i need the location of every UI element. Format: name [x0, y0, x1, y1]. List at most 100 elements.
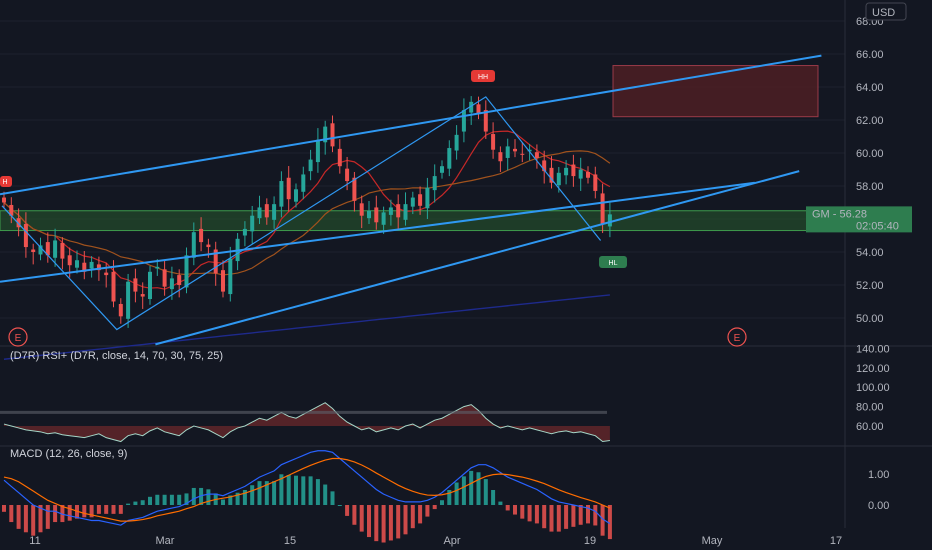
candle-body[interactable] [140, 294, 145, 297]
candle-body[interactable] [527, 149, 532, 152]
candle-body[interactable] [242, 228, 247, 236]
candle-body[interactable] [367, 210, 371, 219]
candle-body[interactable] [593, 174, 598, 191]
candle-body[interactable] [352, 177, 357, 201]
macd-histogram-bar [23, 505, 28, 533]
candle-body[interactable] [520, 153, 525, 155]
candle-body[interactable] [23, 223, 28, 248]
candle-body[interactable] [38, 245, 43, 255]
candle-body[interactable] [542, 160, 547, 172]
zigzag-line[interactable] [1, 96, 602, 331]
candle-body[interactable] [571, 164, 576, 177]
candle-body[interactable] [447, 148, 452, 169]
macd-histogram-bar [315, 479, 320, 505]
candle-body[interactable] [257, 207, 262, 219]
candle-body[interactable] [534, 152, 539, 158]
candle-body[interactable] [191, 232, 196, 258]
candle-body[interactable] [213, 249, 218, 274]
candle-body[interactable] [505, 146, 510, 158]
last-price-tag[interactable] [806, 206, 912, 233]
candle-body[interactable] [330, 123, 335, 147]
candle-body[interactable] [16, 218, 21, 228]
candle-body[interactable] [301, 174, 306, 192]
candle-body[interactable] [513, 148, 517, 152]
candle-body[interactable] [403, 204, 408, 220]
candle-body[interactable] [279, 181, 284, 207]
candle-body[interactable] [483, 110, 488, 132]
candle-body[interactable] [272, 204, 277, 220]
candle-body[interactable] [600, 193, 605, 224]
candle-body[interactable] [206, 244, 211, 248]
candle-body[interactable] [410, 197, 415, 207]
candle-body[interactable] [250, 215, 255, 232]
rsi-panel[interactable] [0, 402, 610, 443]
channel-mid-line[interactable] [0, 181, 755, 283]
candle-body[interactable] [60, 242, 65, 259]
candle-body[interactable] [454, 134, 459, 151]
candle-body[interactable] [388, 207, 393, 215]
macd-histogram-bar [586, 505, 590, 524]
candle-body[interactable] [308, 159, 313, 172]
candle-body[interactable] [286, 177, 291, 200]
candle-body[interactable] [104, 272, 109, 276]
candle-body[interactable] [228, 258, 233, 295]
candle-body[interactable] [45, 242, 50, 256]
candle-body[interactable] [396, 204, 401, 218]
candle-body[interactable] [491, 134, 496, 150]
candle-body[interactable] [586, 171, 590, 178]
candle-body[interactable] [345, 168, 350, 182]
currency-badge[interactable] [865, 2, 907, 21]
candle-body[interactable] [469, 101, 474, 113]
candle-body[interactable] [440, 166, 444, 173]
candle-body[interactable] [155, 266, 160, 269]
candle-body[interactable] [89, 261, 94, 269]
candle-body[interactable] [118, 303, 123, 317]
candle-body[interactable] [162, 269, 167, 287]
candle-body[interactable] [607, 214, 612, 227]
candle-body[interactable] [31, 249, 36, 252]
candle-body[interactable] [199, 228, 204, 243]
candle-body[interactable] [67, 255, 72, 266]
macd-line[interactable] [3, 450, 611, 526]
candle-body[interactable] [359, 203, 364, 216]
candle-body[interactable] [498, 152, 503, 162]
macd-panel[interactable] [2, 450, 612, 543]
candle-body[interactable] [96, 264, 101, 271]
candle-body[interactable] [169, 278, 174, 290]
channel-lower-line[interactable] [155, 170, 800, 346]
candle-body[interactable] [381, 212, 386, 225]
candle-body[interactable] [556, 172, 561, 186]
candle-body[interactable] [315, 139, 320, 163]
candle-body[interactable] [294, 189, 298, 202]
candle-body[interactable] [476, 104, 481, 114]
candle-body[interactable] [425, 187, 430, 209]
candle-body[interactable] [126, 281, 131, 319]
candle-body[interactable] [75, 260, 79, 268]
candle-body[interactable] [2, 197, 6, 203]
trendlines[interactable] [0, 54, 822, 346]
candle-body[interactable] [184, 255, 189, 288]
candle-body[interactable] [221, 270, 225, 292]
candle-body[interactable] [53, 240, 58, 258]
candle-body[interactable] [564, 167, 569, 176]
signal-line[interactable] [3, 457, 611, 522]
candle-body[interactable] [461, 110, 466, 132]
candle-body[interactable] [578, 169, 583, 179]
candle-body[interactable] [337, 148, 342, 167]
candle-body[interactable] [374, 207, 379, 223]
candle-body[interactable] [111, 271, 116, 302]
candle-body[interactable] [177, 275, 182, 285]
candle-body[interactable] [549, 167, 554, 183]
candle-body[interactable] [418, 194, 423, 206]
candle-body[interactable] [9, 204, 14, 216]
price-axis[interactable]: 68.0066.0064.0062.0060.0058.0056.0054.00… [806, 2, 912, 512]
candle-body[interactable] [82, 262, 87, 272]
time-axis[interactable]: 11 Mar 15 Apr 19 May 17 [29, 535, 842, 547]
candle-body[interactable] [323, 126, 328, 143]
candle-body[interactable] [432, 176, 437, 191]
candle-body[interactable] [148, 271, 152, 300]
candle-body[interactable] [133, 278, 138, 292]
candle-body[interactable] [264, 204, 269, 218]
channel-upper-line[interactable] [0, 54, 822, 196]
